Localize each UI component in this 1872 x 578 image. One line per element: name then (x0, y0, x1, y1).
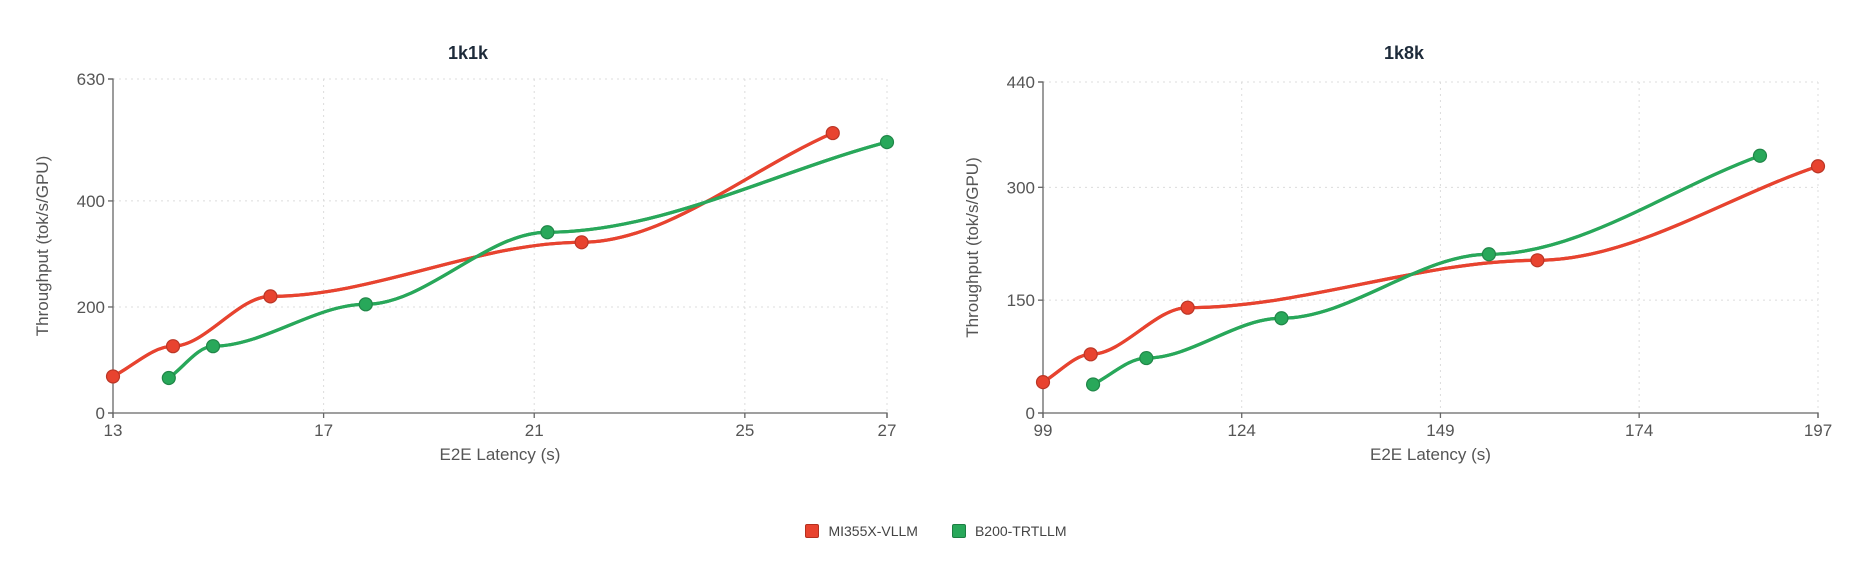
x-tick-label: 174 (1625, 421, 1653, 440)
data-point-marker[interactable] (540, 225, 555, 240)
y-axis-label: Throughput (tok/s/GPU) (963, 157, 982, 337)
data-point-marker[interactable] (1139, 350, 1154, 366)
data-point-marker[interactable] (263, 289, 278, 304)
legend-label: MI355X-VLLM (828, 523, 918, 539)
y-tick-label: 200 (77, 298, 105, 317)
data-point-marker[interactable] (1274, 311, 1289, 326)
y-axis-line (1038, 81, 1044, 414)
x-axis-line (112, 412, 888, 418)
legend-swatch-red-icon (805, 524, 820, 538)
data-point-marker[interactable] (205, 339, 221, 354)
chart-title: 1k8k (1384, 43, 1425, 63)
data-point-marker[interactable] (105, 369, 121, 384)
series-b200-trtllm (161, 134, 895, 386)
legend-item-b200-trtllm[interactable]: B200-TRTLLM (951, 523, 1067, 539)
series-mi355x-vllm (1035, 159, 1826, 390)
legend: MI355X-VLLM B200-TRTLLM (0, 520, 1872, 542)
data-point-marker[interactable] (1035, 375, 1051, 390)
x-tick-label: 25 (735, 421, 754, 440)
data-point-marker[interactable] (1481, 247, 1497, 262)
data-point-marker[interactable] (1752, 148, 1768, 163)
y-tick-label: 400 (77, 192, 105, 211)
legend-item-mi355x-vllm[interactable]: MI355X-VLLM (805, 523, 918, 539)
data-point-marker[interactable] (1530, 253, 1545, 268)
data-point-marker[interactable] (358, 297, 373, 312)
series-line (167, 140, 889, 380)
y-tick-label: 300 (1007, 178, 1035, 197)
y-tick-label: 0 (1026, 404, 1035, 423)
y-axis-line (108, 78, 114, 414)
grid (113, 78, 888, 413)
chart-svg-1k1k: 1k1k 0 200 400 630 Throughput (tok/s/GPU) 13 17… (33, 43, 897, 464)
chart-title: 1k1k (448, 43, 489, 63)
x-tick-label: 17 (314, 421, 333, 440)
x-tick-label: 149 (1426, 421, 1454, 440)
chart-svg-1k8k: 1k8k 0 150 300 440 Throughput (tok/s/GPU) 99 12… (963, 43, 1832, 464)
x-axis-label: E2E Latency (s) (1370, 445, 1491, 464)
series-line-outline (111, 131, 835, 379)
legend-label: B200-TRTLLM (974, 523, 1067, 539)
data-point-marker[interactable] (574, 235, 589, 250)
x-axis: 13 17 21 25 27 E2E Latency (s) (104, 412, 897, 464)
y-tick-label: 440 (1007, 73, 1035, 92)
series-b200-trtllm (1085, 148, 1768, 392)
x-tick-label: 13 (104, 421, 123, 440)
chart-panel-1k1k: 1k1k 0 200 400 630 Throughput (tok/s/GPU) 13 17… (0, 0, 936, 490)
series-line (111, 131, 835, 379)
data-point-marker[interactable] (1085, 377, 1101, 392)
data-point-marker[interactable] (879, 134, 895, 150)
series-line-outline (1041, 164, 1820, 384)
y-axis-label: Throughput (tok/s/GPU) (33, 156, 52, 336)
x-axis-line (1042, 412, 1819, 418)
series-mi355x-vllm (105, 125, 840, 384)
x-tick-label: 99 (1034, 421, 1053, 440)
data-point-marker[interactable] (825, 125, 840, 141)
x-axis-label: E2E Latency (s) (440, 445, 561, 464)
data-point-marker[interactable] (165, 339, 181, 354)
data-point-marker[interactable] (1810, 159, 1826, 174)
data-point-marker[interactable] (1083, 347, 1098, 362)
x-axis: 99 124 149 174 197 E2E Latency (s) (1034, 412, 1832, 464)
x-tick-label: 197 (1804, 421, 1832, 440)
series-line (1041, 164, 1820, 384)
data-point-marker[interactable] (161, 370, 176, 386)
grid (1043, 81, 1819, 413)
legend-swatch-green-icon (951, 524, 966, 538)
data-point-marker[interactable] (1180, 300, 1195, 315)
y-axis: 0 150 300 440 Throughput (tok/s/GPU) (963, 73, 1044, 423)
y-tick-label: 150 (1007, 291, 1035, 310)
y-axis: 0 200 400 630 Throughput (tok/s/GPU) (33, 70, 114, 423)
y-tick-label: 0 (96, 404, 105, 423)
x-tick-label: 21 (525, 421, 544, 440)
chart-panel-1k8k: 1k8k 0 150 300 440 Throughput (tok/s/GPU) 99 12… (936, 0, 1872, 490)
y-tick-label: 630 (77, 70, 105, 89)
x-tick-label: 27 (878, 421, 897, 440)
x-tick-label: 124 (1228, 421, 1256, 440)
